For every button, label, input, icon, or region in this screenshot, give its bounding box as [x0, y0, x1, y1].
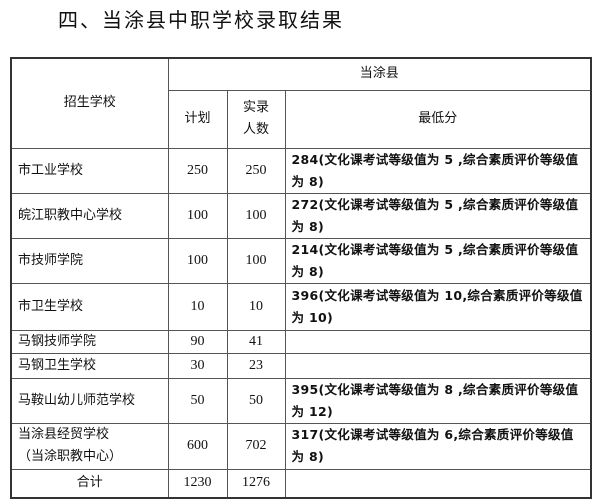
school-name-line1: 市工业学校 — [18, 162, 84, 178]
table-row: 市工业学校 250 250 284(文化课考试等级值为 5 ,综合素质评价等级值为 8… — [10, 147, 592, 194]
school-name: 市卫生学校 — [10, 282, 169, 331]
admitted-cell: 23 — [226, 352, 286, 379]
admitted-cell: 41 — [226, 329, 286, 354]
admitted-cell: 702 — [226, 422, 286, 470]
admission-results-table: 招生学校 当涂县 计划 实录 人数 最低分 市工业学校 250 250 284(文化课考… — [10, 57, 592, 499]
min-score-cell: 272(文化课考试等级值为 5 ,综合素质评价等级值为 8) — [284, 192, 592, 239]
min-score-cell: 284(文化课考试等级值为 5 ,综合素质评价等级值为 8) — [284, 147, 592, 194]
plan-cell: 10 — [167, 282, 228, 331]
header-admitted-line1: 实录 — [242, 100, 269, 115]
total-score — [284, 468, 592, 499]
school-name: 皖江职教中心学校 — [10, 192, 169, 239]
admitted-cell: 100 — [226, 237, 286, 284]
page-title: 四、当涂县中职学校录取结果 — [58, 8, 344, 32]
school-name-line2: （当涂职教中心） — [18, 449, 123, 464]
school-name: 市技师学院 — [10, 237, 169, 284]
total-admitted: 1276 — [226, 468, 286, 499]
min-score-cell: 214(文化课考试等级值为 5 ,综合素质评价等级值为 8) — [284, 237, 592, 284]
table-row: 马钢卫生学校 30 23 — [10, 352, 592, 379]
header-plan: 计划 — [167, 89, 228, 149]
school-name-line1: 市技师学院 — [18, 252, 84, 268]
table-row: 市卫生学校 10 10 396(文化课考试等级值为 10,综合素质评价等级值为 10) — [10, 282, 592, 331]
school-name-line1: 当涂县经贸学校 — [18, 427, 110, 442]
admitted-cell: 50 — [226, 377, 286, 424]
school-name-line1: 马钢卫生学校 — [18, 357, 97, 373]
table-row: 马鞍山幼儿师范学校 50 50 395(文化课考试等级值为 8 ,综合素质评价等级值为… — [10, 377, 592, 424]
plan-cell: 90 — [167, 329, 228, 354]
plan-cell: 100 — [167, 237, 228, 284]
school-name-line1: 马钢技师学院 — [18, 333, 97, 349]
min-score-cell — [284, 329, 592, 354]
plan-cell: 50 — [167, 377, 228, 424]
admitted-cell: 100 — [226, 192, 286, 239]
admitted-cell: 10 — [226, 282, 286, 331]
school-name: 当涂县经贸学校 （当涂职教中心） — [10, 422, 169, 470]
min-score-cell: 396(文化课考试等级值为 10,综合素质评价等级值为 10) — [284, 282, 592, 331]
header-admitted-line2: 人数 — [242, 122, 269, 137]
header-school: 招生学校 — [10, 57, 169, 149]
plan-cell: 100 — [167, 192, 228, 239]
min-score-cell — [284, 352, 592, 379]
header-county: 当涂县 — [167, 57, 592, 91]
total-row: 合计 1230 1276 — [10, 468, 592, 499]
school-name: 马钢技师学院 — [10, 329, 169, 354]
school-name: 马鞍山幼儿师范学校 — [10, 377, 169, 424]
school-name: 市工业学校 — [10, 147, 169, 194]
total-label: 合计 — [10, 468, 169, 499]
table-row: 马钢技师学院 90 41 — [10, 329, 592, 354]
header-min-score: 最低分 — [284, 89, 592, 149]
school-name-line1: 市卫生学校 — [18, 298, 84, 314]
total-plan: 1230 — [167, 468, 228, 499]
plan-cell: 30 — [167, 352, 228, 379]
table-row: 皖江职教中心学校 100 100 272(文化课考试等级值为 5 ,综合素质评价等级值… — [10, 192, 592, 239]
school-name: 马钢卫生学校 — [10, 352, 169, 379]
header-admitted: 实录 人数 — [226, 89, 286, 149]
school-name-line1: 马鞍山幼儿师范学校 — [18, 392, 136, 408]
plan-cell: 600 — [167, 422, 228, 470]
school-name-line1: 皖江职教中心学校 — [18, 207, 123, 223]
table-row: 当涂县经贸学校 （当涂职教中心） 600 702 317(文化课考试等级值为 6,综合素… — [10, 422, 592, 470]
admitted-cell: 250 — [226, 147, 286, 194]
min-score-cell: 317(文化课考试等级值为 6,综合素质评价等级值为 8) — [284, 422, 592, 470]
min-score-cell: 395(文化课考试等级值为 8 ,综合素质评价等级值为 12) — [284, 377, 592, 424]
plan-cell: 250 — [167, 147, 228, 194]
table-row: 市技师学院 100 100 214(文化课考试等级值为 5 ,综合素质评价等级值为 8… — [10, 237, 592, 284]
